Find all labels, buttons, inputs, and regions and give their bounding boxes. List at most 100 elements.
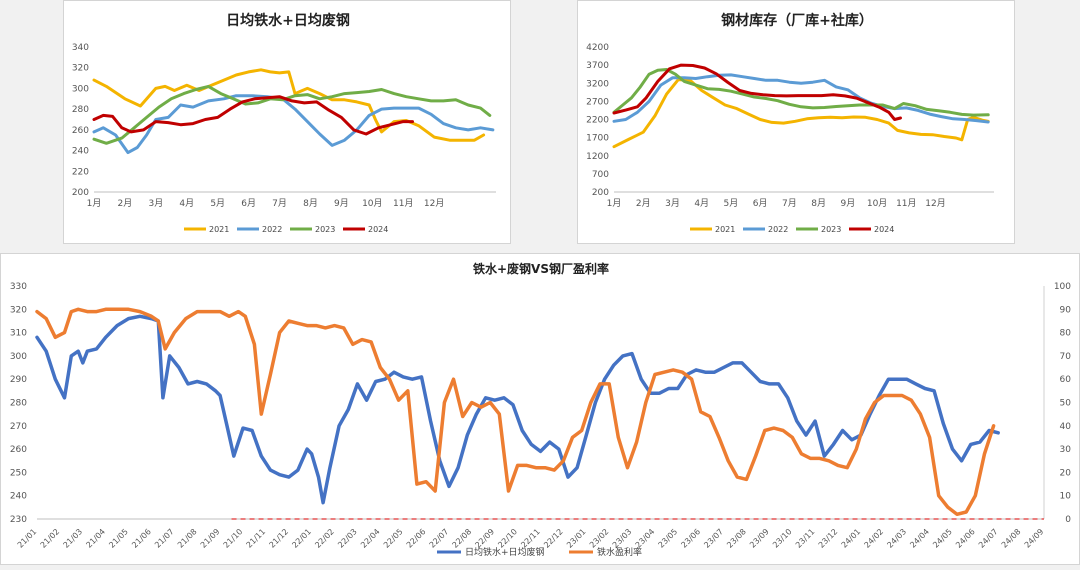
y-left-tick-label: 280: [10, 399, 27, 409]
x-tick-label: 21/02: [39, 527, 62, 550]
chart-hot-metal-scrap: 日均铁水+日均废钢 200 220 240 260 280 300 320 340 1月 2月 3月 4…: [72, 12, 496, 234]
x-tick-label: 21/06: [130, 527, 153, 550]
x-tick-label: 22/07: [428, 527, 451, 550]
y-right-tick-label: 50: [1060, 399, 1072, 409]
x-tick-label: 22/01: [290, 527, 313, 550]
y-tick-label: 340: [72, 43, 89, 53]
x-tick-label: 5月: [724, 198, 739, 209]
y-right-tick-label: 80: [1060, 329, 1072, 339]
x-tick-label: 21/11: [245, 527, 268, 550]
y-tick-label: 300: [72, 84, 89, 94]
x-tick-label: 10月: [867, 198, 887, 209]
y-right-tick-label: 70: [1060, 352, 1072, 362]
x-tick-label: 2月: [118, 198, 133, 209]
y-right-tick-label: 10: [1060, 492, 1072, 502]
x-tick-label: 12月: [925, 198, 945, 209]
chart-panel-hot-metal-scrap: 日均铁水+日均废钢 200 220 240 260 280 300 320 340 1月 2月 3月 4…: [63, 0, 511, 244]
x-tick-label: 22/05: [382, 527, 405, 550]
chart-title: 钢材库存（厂库+社库）: [721, 12, 873, 29]
y-right-tick-label: 60: [1060, 375, 1072, 385]
legend-label-2022: 2022: [768, 225, 788, 234]
x-tick-label: 11月: [393, 198, 413, 209]
x-tick-label: 22/11: [519, 527, 542, 550]
x-tick-label: 23/09: [748, 527, 771, 550]
x-tick-label: 3月: [148, 198, 163, 209]
x-tick-label: 23/06: [679, 527, 702, 550]
legend-label-2021: 2021: [209, 225, 229, 234]
x-tick-label: 21/07: [153, 527, 176, 550]
y-tick-label: 4200: [586, 43, 609, 53]
x-tick-label: 22/02: [313, 527, 336, 550]
x-tick-label: 3月: [665, 198, 680, 209]
y-left-tick-label: 260: [10, 445, 27, 455]
x-tick-label: 8月: [811, 198, 826, 209]
x-tick-label: 21/03: [62, 527, 85, 550]
x-tick-label: 23/05: [657, 527, 680, 550]
legend-label-2022: 2022: [262, 225, 282, 234]
legend-label-2024: 2024: [874, 225, 894, 234]
x-tick-label: 7月: [272, 198, 287, 209]
x-tick-label: 22/08: [451, 527, 474, 550]
chart-hot-metal-vs-profit: 铁水+废钢VS钢厂盈利率2302402502602702802903003103…: [10, 261, 1072, 558]
y-left-tick-label: 270: [10, 422, 27, 432]
x-tick-label: 23/07: [702, 527, 725, 550]
y-tick-label: 260: [72, 126, 89, 136]
x-tick-label: 24/06: [954, 527, 977, 550]
x-tick-label: 24/01: [840, 527, 863, 550]
x-tick-label: 9月: [334, 198, 349, 209]
x-tick-label: 23/01: [565, 527, 588, 550]
legend-label-2023: 2023: [315, 225, 335, 234]
x-tick-label: 21/12: [267, 527, 290, 550]
x-tick-label: 24/04: [908, 527, 931, 550]
series-line-2024: [92, 95, 414, 136]
x-tick-label: 6月: [241, 198, 256, 209]
x-tick-label: 23/11: [794, 527, 817, 550]
series-line-2022: [92, 94, 495, 155]
chart-panel-vs-profit: 铁水+废钢VS钢厂盈利率 230 240 250 260 270 280 290 300 310 3…: [0, 253, 1080, 565]
x-tick-label: 23/10: [771, 527, 794, 550]
y-tick-label: 1200: [586, 152, 609, 162]
x-tick-label: 22/03: [336, 527, 359, 550]
series-line-profit-rate: [35, 307, 996, 517]
x-tick-label: 9月: [840, 198, 855, 209]
y-tick-label: 220: [72, 167, 89, 177]
y-left-tick-label: 300: [10, 352, 27, 362]
chart-panel-steel-inventory: 钢材库存（厂库+社库） 200 700 1200 1700 2200 2700 3200 370…: [577, 0, 1015, 244]
x-tick-label: 4月: [694, 198, 709, 209]
y-right-tick-label: 20: [1060, 468, 1072, 478]
y-left-tick-label: 250: [10, 468, 27, 478]
x-tick-label: 2月: [636, 198, 651, 209]
x-tick-label: 8月: [303, 198, 318, 209]
x-tick-label: 24/02: [863, 527, 886, 550]
y-right-tick-label: 100: [1054, 282, 1071, 292]
chart-title: 铁水+废钢VS钢厂盈利率: [473, 261, 609, 276]
y-tick-label: 700: [592, 170, 609, 180]
y-tick-label: 3700: [586, 61, 609, 71]
y-left-tick-label: 330: [10, 282, 27, 292]
x-tick-label: 5月: [210, 198, 225, 209]
x-tick-label: 22/06: [405, 527, 428, 550]
x-tick-label: 23/04: [634, 527, 657, 550]
y-left-tick-label: 310: [10, 329, 27, 339]
y-right-tick-label: 90: [1060, 305, 1072, 315]
y-left-tick-label: 320: [10, 305, 27, 315]
x-tick-label: 4月: [179, 198, 194, 209]
chart-title: 日均铁水+日均废钢: [226, 12, 350, 29]
y-left-tick-label: 230: [10, 515, 27, 525]
legend-label-2021: 2021: [715, 225, 735, 234]
x-tick-label: 22/10: [496, 527, 519, 550]
y-tick-label: 280: [72, 105, 89, 115]
x-tick-label: 22/09: [473, 527, 496, 550]
y-tick-label: 1700: [586, 134, 609, 144]
y-tick-label: 200: [72, 188, 89, 198]
x-tick-label: 24/05: [931, 527, 954, 550]
x-tick-label: 23/08: [725, 527, 748, 550]
y-left-tick-label: 290: [10, 375, 27, 385]
x-tick-label: 24/07: [977, 527, 1000, 550]
x-tick-label: 21/10: [222, 527, 245, 550]
x-tick-label: 21/04: [84, 527, 107, 550]
x-tick-label: 23/02: [588, 527, 611, 550]
x-tick-label: 1月: [87, 198, 102, 209]
x-tick-label: 11月: [896, 198, 916, 209]
series-line-2024: [612, 63, 902, 121]
